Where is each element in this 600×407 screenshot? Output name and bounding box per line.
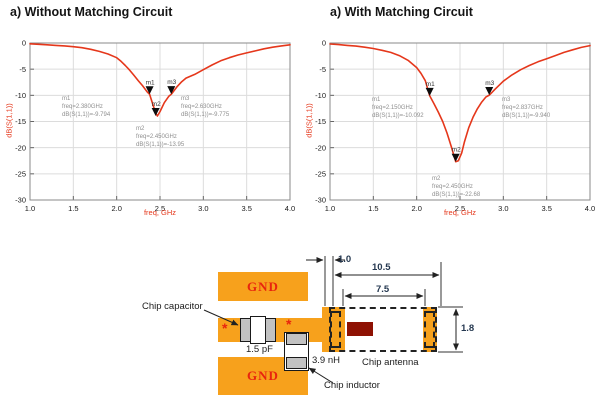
plot-title: a) With Matching Circuit	[330, 5, 473, 19]
element-length-dimension: 7.5	[376, 284, 390, 295]
svg-text:-5: -5	[19, 65, 26, 74]
svg-text:2.0: 2.0	[411, 204, 421, 213]
s11-chart-canvas: 1.0 1.5 2.0 2.5 3.0 3.5 4.0 0 -5 -10 -15 -20 -25 -30 m…	[15, 39, 295, 213]
gnd-bottom-label: GND	[247, 368, 279, 383]
svg-text:0: 0	[322, 39, 326, 48]
svg-text:2.5: 2.5	[155, 204, 165, 213]
antenna-right-pad-outline	[424, 311, 435, 348]
gnd-plane-top: GND	[218, 272, 308, 301]
chip-capacitor-terminal-left	[240, 318, 251, 342]
svg-text:1.0: 1.0	[25, 204, 35, 213]
inductor-value-label: 3.9 nH	[312, 355, 340, 366]
svg-text:1.5: 1.5	[68, 204, 78, 213]
chip-inductor-terminal-top	[286, 333, 307, 345]
svg-text:-10: -10	[315, 91, 326, 100]
svg-text:m2: m2	[152, 101, 161, 108]
s11-plot-with-matching: a) With Matching Circuit 1.0 1.5 2.0 2.5 3.0…	[300, 0, 600, 240]
svg-text:1.0: 1.0	[325, 204, 335, 213]
svg-text:-30: -30	[15, 196, 26, 205]
y-axis-label: dB(S(1,1))	[4, 103, 14, 138]
marker-annotation-m1: m1 freq=2.150GHz dB(S(1,1))=-10.092	[372, 97, 424, 119]
antenna-chip-element	[347, 322, 373, 336]
svg-text:m1: m1	[426, 81, 435, 88]
y-axis-label: dB(S(1,1))	[304, 103, 314, 138]
svg-text:3.5: 3.5	[241, 204, 251, 213]
svg-text:2.0: 2.0	[111, 204, 121, 213]
svg-text:-20: -20	[15, 143, 26, 152]
solder-asterisk-right: *	[286, 316, 292, 332]
svg-text:4.0: 4.0	[285, 204, 295, 213]
svg-text:m2: m2	[452, 147, 461, 154]
svg-text:3.0: 3.0	[198, 204, 208, 213]
s11-plot-without-matching: a) Without Matching Circuit 1.0 1.5 2.0 2.5…	[0, 0, 300, 240]
marker-annotation-m1: m1 freq=2.380GHz dB(S(1,1))=-9.794	[62, 96, 111, 118]
antenna-length-dimension: 10.5	[372, 262, 391, 273]
plot-title: a) Without Matching Circuit	[10, 5, 173, 19]
chip-capacitor-body	[250, 316, 266, 344]
solder-asterisk-left: *	[222, 320, 228, 336]
svg-text:2.5: 2.5	[455, 204, 465, 213]
svg-text:-30: -30	[315, 196, 326, 205]
chip-antenna-outline	[329, 307, 437, 352]
svg-text:m1: m1	[146, 79, 155, 86]
marker-annotation-m3: m3 freq=2.630GHz dB(S(1,1))=-9.775	[181, 96, 230, 118]
svg-text:m3: m3	[167, 79, 176, 86]
svg-text:-15: -15	[315, 117, 326, 126]
svg-text:3.0: 3.0	[498, 204, 508, 213]
marker-annotation-m2: m2 freq=2.450GHz dB(S(1,1))=-22.68	[432, 176, 481, 198]
svg-text:1.5: 1.5	[368, 204, 378, 213]
s11-chart-canvas: 1.0 1.5 2.0 2.5 3.0 3.5 4.0 0 -5 -10 -15 -20 -25 -30 m…	[315, 39, 595, 213]
chip-inductor-label: Chip inductor	[324, 380, 380, 391]
antenna-width-dimension: 1.8	[461, 323, 475, 334]
svg-text:m3: m3	[485, 80, 494, 87]
capacitor-value-label: 1.5 pF	[246, 344, 273, 355]
feed-gap-dimension: 1.0	[338, 254, 352, 265]
x-axis-label: freq, GHz	[143, 208, 177, 217]
chip-antenna-label: Chip antenna	[362, 357, 419, 368]
svg-text:-25: -25	[315, 169, 326, 178]
svg-text:0: 0	[22, 39, 26, 48]
marker-annotation-m2: m2 freq=2.450GHz dB(S(1,1))=-13.95	[136, 126, 185, 148]
svg-text:-25: -25	[15, 169, 26, 178]
svg-text:-15: -15	[15, 117, 26, 126]
svg-text:-10: -10	[15, 91, 26, 100]
chip-capacitor-label: Chip capacitor	[142, 301, 203, 312]
antenna-left-pad-outline	[330, 311, 341, 348]
svg-text:-5: -5	[319, 65, 326, 74]
svg-text:3.5: 3.5	[541, 204, 551, 213]
svg-text:-20: -20	[315, 143, 326, 152]
marker-annotation-m3: m3 freq=2.837GHz dB(S(1,1))=-9.940	[502, 97, 551, 119]
chip-capacitor-terminal-right	[265, 318, 276, 342]
x-axis-label: freq, GHz	[443, 208, 477, 217]
svg-text:4.0: 4.0	[585, 204, 595, 213]
gnd-top-label: GND	[247, 278, 279, 294]
chip-inductor-terminal-bottom	[286, 357, 307, 369]
